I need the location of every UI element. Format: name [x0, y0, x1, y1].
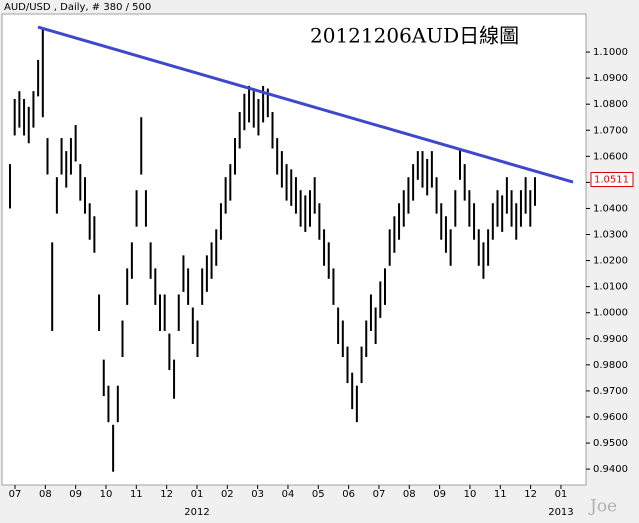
x-tick-label: 09: [433, 489, 446, 500]
trend-line: [37, 25, 574, 184]
year-label: 2013: [548, 507, 573, 518]
x-tick-label: 01: [191, 489, 204, 500]
x-tick-label: 01: [555, 489, 568, 500]
watermark: Joe: [588, 497, 617, 517]
x-tick-label: 12: [160, 489, 173, 500]
x-tick-label: 10: [464, 489, 477, 500]
last-price-label: 1.0511: [594, 175, 629, 186]
x-tick-label: 11: [130, 489, 143, 500]
last-price-box: [590, 172, 634, 188]
x-tick-label: 06: [342, 489, 355, 500]
x-tick-label: 03: [251, 489, 264, 500]
year-label: 2012: [184, 507, 209, 518]
y-tick-label: 1.0000: [593, 308, 628, 319]
y-tick-label: 1.0400: [593, 203, 628, 214]
y-tick-label: 0.9700: [593, 386, 628, 397]
y-tick-label: 1.0200: [593, 256, 628, 267]
y-tick-label: 0.9600: [593, 412, 628, 423]
y-tick-label: 1.0100: [593, 282, 628, 293]
chart-title: AUD/USD , Daily, # 380 / 500: [4, 2, 151, 13]
x-tick-label: 05: [312, 489, 325, 500]
x-tick-label: 07: [9, 489, 22, 500]
y-tick-label: 1.0800: [593, 99, 628, 110]
x-tick-label: 12: [524, 489, 537, 500]
y-tick-label: 0.9900: [593, 334, 628, 345]
y-tick-label: 1.0700: [593, 125, 628, 136]
y-tick-label: 0.9400: [593, 464, 628, 475]
y-tick-label: 0.9500: [593, 438, 628, 449]
x-tick-label: 07: [373, 489, 386, 500]
y-tick-label: 1.1000: [593, 47, 628, 58]
y-tick-label: 1.0300: [593, 230, 628, 241]
y-tick-label: 1.0600: [593, 151, 628, 162]
x-tick-label: 04: [282, 489, 295, 500]
y-tick-label: 0.9800: [593, 360, 628, 371]
y-tick-label: 1.0900: [593, 73, 628, 84]
x-tick-label: 08: [39, 489, 52, 500]
x-tick-label: 10: [100, 489, 113, 500]
x-tick-label: 02: [221, 489, 234, 500]
overlay-title: 20121206AUD日線圖: [310, 24, 519, 48]
x-tick-label: 11: [494, 489, 507, 500]
x-tick-label: 09: [69, 489, 82, 500]
x-tick-label: 08: [403, 489, 416, 500]
plot-area: [1, 13, 587, 486]
